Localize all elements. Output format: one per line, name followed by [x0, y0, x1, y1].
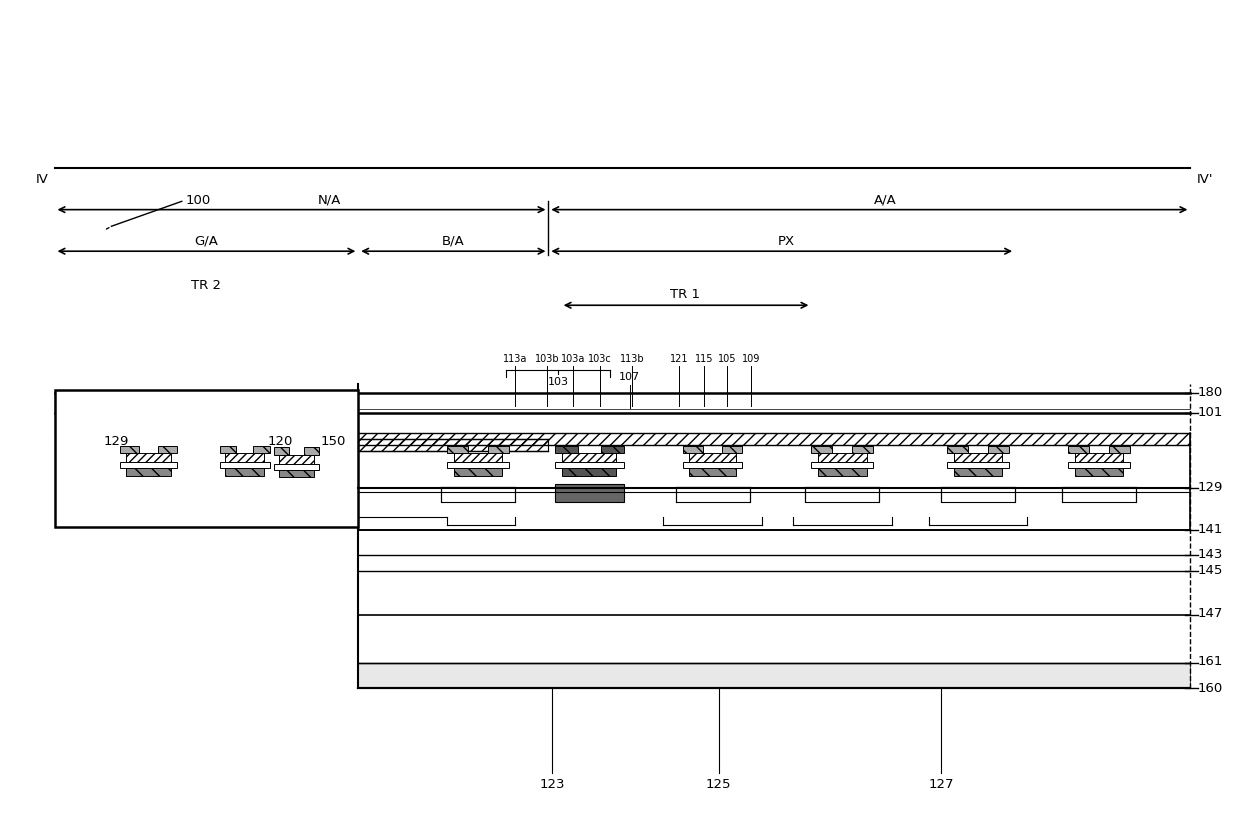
Bar — [448, 446, 467, 454]
Text: 105: 105 — [718, 354, 737, 363]
Text: 180: 180 — [1198, 385, 1223, 399]
Bar — [441, 487, 515, 502]
Bar — [947, 463, 1009, 469]
Bar — [448, 463, 508, 469]
Text: TR 2: TR 2 — [191, 278, 222, 292]
Text: 103b: 103b — [534, 354, 559, 363]
Text: 143: 143 — [1198, 548, 1223, 561]
Bar — [1110, 446, 1130, 454]
Bar — [454, 454, 502, 463]
Bar — [941, 487, 1016, 502]
Text: 121: 121 — [670, 354, 688, 363]
Bar — [818, 454, 867, 463]
Text: 147: 147 — [1198, 606, 1223, 619]
Bar — [852, 446, 873, 454]
Bar — [120, 463, 177, 469]
Bar — [805, 487, 879, 502]
Text: 103c: 103c — [588, 354, 613, 363]
Bar — [554, 484, 624, 502]
Text: 101: 101 — [1198, 405, 1223, 419]
Bar — [947, 446, 967, 454]
Bar — [358, 663, 1190, 688]
Text: 125: 125 — [706, 777, 732, 790]
Bar — [723, 446, 743, 454]
Text: 160: 160 — [1198, 681, 1223, 695]
Text: 129: 129 — [1198, 481, 1223, 493]
Bar — [489, 446, 508, 454]
Text: 141: 141 — [1198, 522, 1223, 535]
Text: 107: 107 — [619, 371, 640, 381]
Bar — [126, 469, 171, 477]
Bar — [120, 446, 139, 454]
Text: G/A: G/A — [195, 235, 218, 247]
Bar — [274, 448, 289, 456]
Bar — [55, 434, 1190, 446]
Bar — [55, 414, 1190, 530]
Bar — [253, 446, 269, 454]
Bar — [1075, 454, 1123, 463]
Text: 145: 145 — [1198, 563, 1223, 577]
Bar — [219, 463, 269, 469]
Text: 113b: 113b — [620, 354, 645, 363]
Text: IV: IV — [36, 173, 48, 186]
Bar — [818, 469, 867, 477]
Text: 113a: 113a — [503, 354, 527, 363]
Bar — [988, 446, 1009, 454]
Bar — [358, 440, 548, 451]
Bar — [279, 456, 315, 465]
Text: 109: 109 — [742, 354, 760, 363]
Text: 103: 103 — [548, 376, 569, 386]
Bar — [683, 446, 703, 454]
Bar — [676, 487, 750, 502]
Text: 123: 123 — [539, 777, 565, 790]
Text: IV': IV' — [1197, 173, 1213, 186]
Bar — [554, 463, 624, 469]
Bar — [219, 446, 237, 454]
Text: 129: 129 — [104, 435, 129, 448]
Bar — [554, 446, 578, 454]
Text: 120: 120 — [268, 435, 293, 448]
Bar — [55, 390, 358, 528]
Bar — [600, 446, 624, 454]
Bar — [562, 454, 616, 463]
Text: 115: 115 — [694, 354, 713, 363]
Bar — [689, 469, 737, 477]
Bar — [954, 454, 1002, 463]
Bar — [689, 454, 737, 463]
Text: 161: 161 — [1198, 654, 1223, 667]
Bar — [224, 469, 264, 477]
Bar — [157, 446, 177, 454]
Bar — [683, 463, 743, 469]
Bar — [126, 454, 171, 463]
Bar — [954, 469, 1002, 477]
Bar — [224, 454, 264, 463]
Text: PX: PX — [777, 235, 795, 247]
Text: 103a: 103a — [560, 354, 585, 363]
Text: 150: 150 — [321, 435, 346, 448]
Bar — [1068, 446, 1089, 454]
Text: TR 1: TR 1 — [671, 288, 701, 301]
Bar — [454, 469, 502, 477]
Bar — [811, 446, 832, 454]
Text: N/A: N/A — [319, 193, 341, 206]
Bar — [274, 465, 319, 471]
Text: 127: 127 — [929, 777, 954, 790]
Bar — [562, 469, 616, 477]
Bar — [1061, 487, 1136, 502]
Bar — [279, 471, 315, 478]
Text: A/A: A/A — [874, 193, 897, 206]
Bar — [1075, 469, 1123, 477]
Bar — [1068, 463, 1130, 469]
Bar — [304, 448, 319, 456]
Text: B/A: B/A — [441, 235, 465, 247]
Bar — [811, 463, 873, 469]
Text: 100: 100 — [186, 194, 211, 207]
